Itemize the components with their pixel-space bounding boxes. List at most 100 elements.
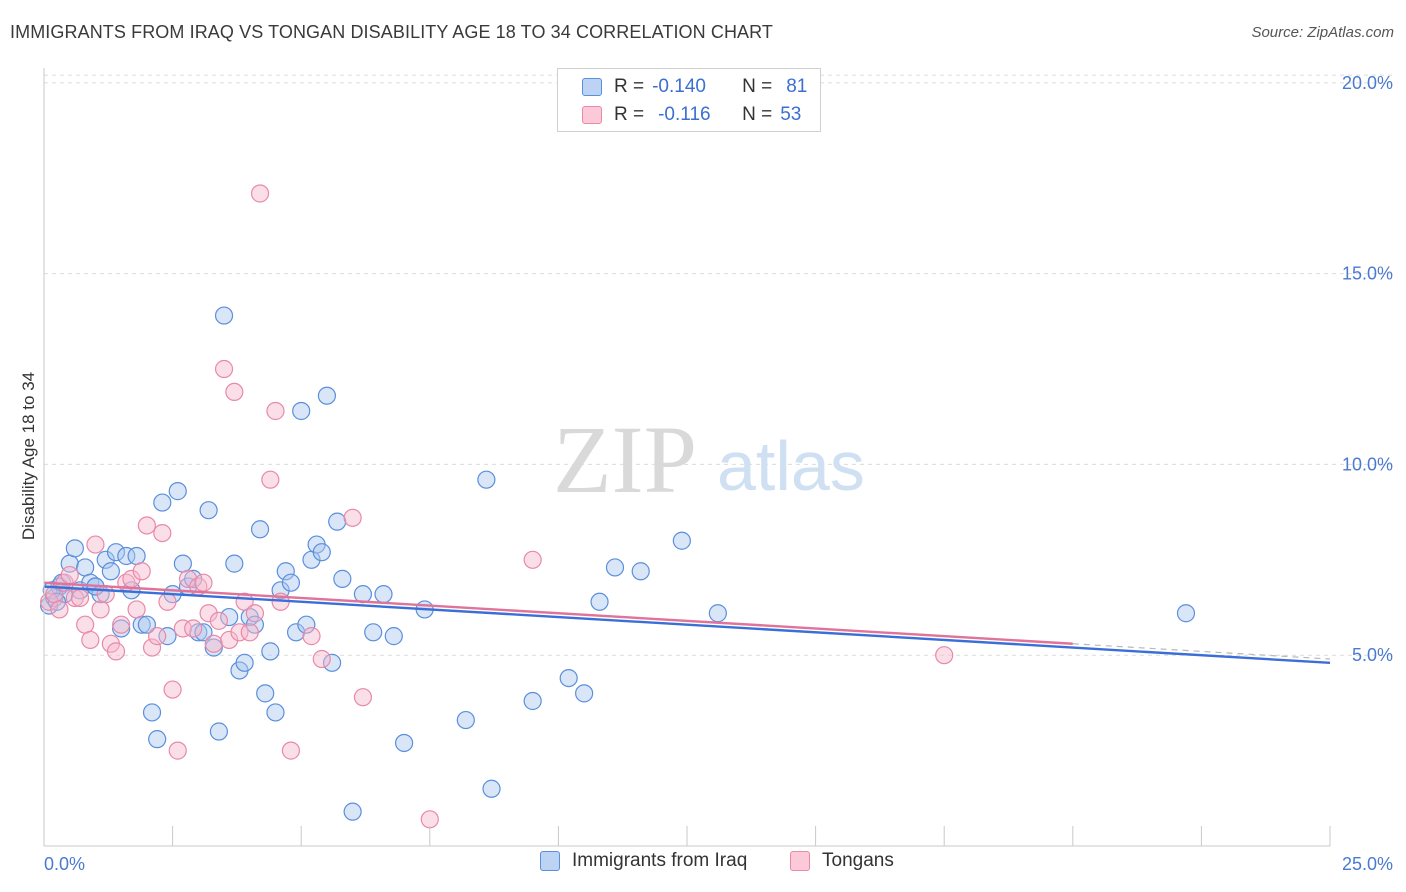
pink-point <box>240 623 259 642</box>
pink-point <box>230 623 249 642</box>
bottom-legend-label: Tongans <box>822 850 894 871</box>
blue-point <box>590 592 609 611</box>
pink-point <box>343 508 362 527</box>
pink-point <box>81 630 100 650</box>
y-tick-label: 15.0% <box>1342 264 1393 284</box>
blue-point <box>672 531 691 550</box>
blue-point <box>137 615 156 634</box>
blue-point <box>225 554 244 573</box>
pink-point <box>266 401 285 421</box>
legend-row-tongans: R = -0.116 N = 53 <box>558 101 801 129</box>
watermark-zip: ZIP <box>553 406 697 513</box>
legend-n-label: N = <box>742 104 773 125</box>
blue-point <box>559 668 578 688</box>
legend-r-value: -0.116 <box>658 104 711 125</box>
pink-point <box>178 569 198 588</box>
blue-point <box>605 558 625 577</box>
blue-point <box>482 779 501 798</box>
pink-point <box>112 615 131 634</box>
blue-point <box>101 562 120 581</box>
pink-point <box>220 630 239 650</box>
blue-point <box>343 802 362 821</box>
trend-layer <box>43 581 1331 665</box>
blue-point <box>194 623 213 642</box>
pink-point <box>76 615 95 634</box>
chart-title: IMMIGRANTS FROM IRAQ VS TONGAN DISABILIT… <box>10 22 774 42</box>
blue-point <box>127 546 146 566</box>
blue-point <box>575 684 594 703</box>
pink-point <box>106 642 126 661</box>
legend-r-label: R = <box>614 104 645 125</box>
pink-point <box>214 359 234 379</box>
chart-source: Source: ZipAtlas.com <box>1251 24 1394 41</box>
blue-point <box>153 493 172 512</box>
pink-point <box>194 573 213 592</box>
blue-point <box>96 550 115 569</box>
pink-point <box>935 646 954 665</box>
blue-point <box>117 546 136 566</box>
pink-point <box>70 588 90 608</box>
blue-point <box>456 710 475 730</box>
blue-point <box>76 558 95 577</box>
bottom-legend-tongans: Tongans <box>790 850 894 872</box>
y-tick-label: 20.0% <box>1342 73 1393 93</box>
blue-point <box>374 585 393 604</box>
pink-point <box>173 619 192 638</box>
axis-layer: 5.0% 10.0% 15.0% 20.0% 0.0% 25.0% <box>43 68 1393 874</box>
blue-point <box>364 623 383 642</box>
y-axis-title: Disability Age 18 to 34 <box>19 372 38 540</box>
blue-point <box>142 703 162 722</box>
pink-point <box>168 741 187 760</box>
blue-point <box>477 470 496 489</box>
blue-point <box>235 653 254 672</box>
pink-point <box>420 810 439 829</box>
blue-point <box>281 573 301 592</box>
y-tick-label: 10.0% <box>1342 454 1393 474</box>
legend-r-label: R = <box>614 76 645 97</box>
pink-point <box>91 600 110 619</box>
blue-point <box>209 722 228 741</box>
pink-trend-extension <box>1072 643 1331 660</box>
blue-trend-line <box>43 585 1331 665</box>
blue-point <box>250 520 270 539</box>
blue-point <box>394 733 414 753</box>
bottom-legend-iraq: Immigrants from Iraq <box>540 850 747 872</box>
pink-point <box>225 382 244 402</box>
pink-point <box>209 611 228 630</box>
blue-point <box>220 607 239 627</box>
pink-trend-line <box>43 581 1073 645</box>
blue-point <box>322 653 342 672</box>
legend-r-value: -0.140 <box>652 76 706 97</box>
blue-point <box>106 543 126 562</box>
pink-point <box>50 600 69 619</box>
pink-point <box>204 634 223 653</box>
grid-layer <box>44 74 1392 656</box>
blue-point <box>317 386 337 405</box>
blue-point <box>333 569 352 588</box>
blue-point <box>328 512 347 531</box>
pink-point <box>132 562 151 581</box>
points-layer <box>40 184 1196 829</box>
pink-point <box>60 565 79 585</box>
pink-point <box>523 550 542 569</box>
pink-point <box>281 741 301 760</box>
legend-n-value: 53 <box>780 104 802 125</box>
correlation-legend: R = -0.140 N = 81 R = -0.116 N = 53 <box>557 68 821 132</box>
pink-point <box>353 688 373 707</box>
pink-point <box>153 523 172 543</box>
blue-point <box>214 306 234 325</box>
legend-n-label: N = <box>742 76 773 97</box>
blue-point <box>173 554 192 573</box>
blue-point <box>204 638 223 657</box>
blue-point <box>261 642 280 661</box>
blue-point <box>112 619 131 638</box>
pink-point <box>199 604 218 623</box>
bottom-swatch-blue <box>540 851 560 871</box>
pink-point <box>302 627 321 646</box>
legend-swatch-blue <box>582 78 602 96</box>
blue-point <box>292 401 311 421</box>
watermark-atlas: atlas <box>717 427 865 505</box>
blue-point <box>1176 604 1196 623</box>
pink-point <box>245 604 265 623</box>
blue-point <box>708 604 727 623</box>
